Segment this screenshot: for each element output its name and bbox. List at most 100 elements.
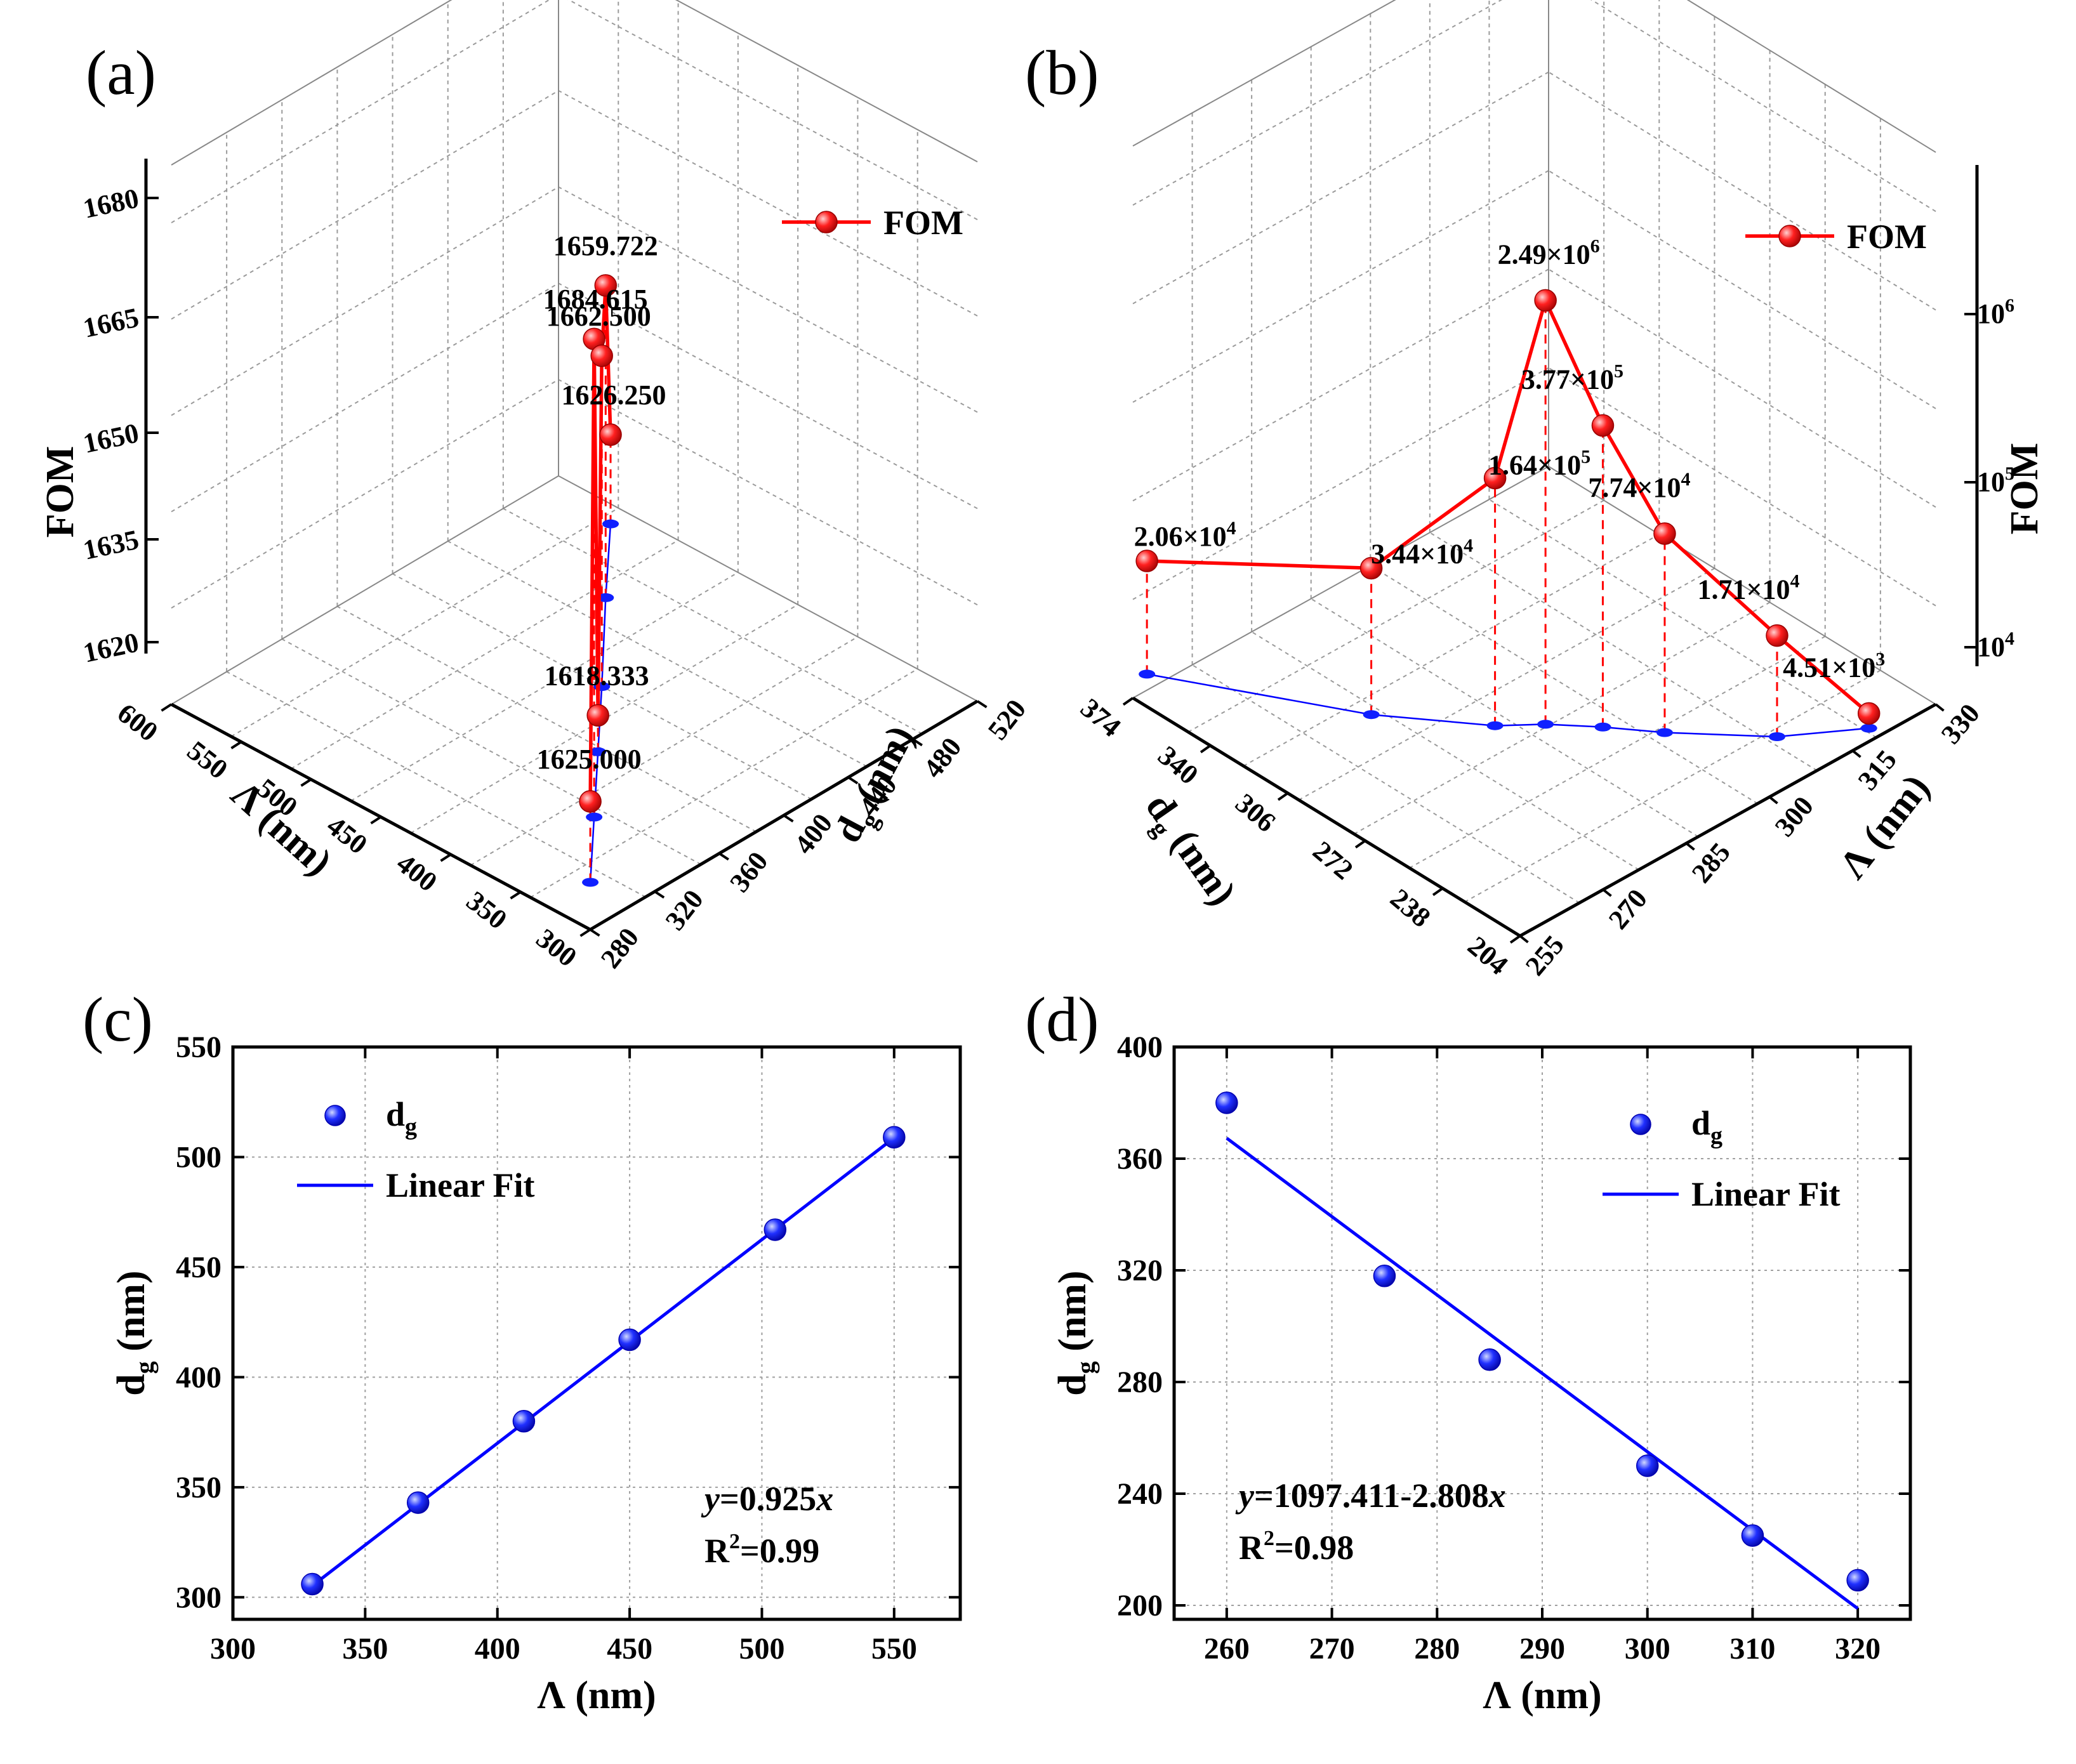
data-point [1373,1265,1396,1287]
series-line [588,285,612,802]
floor-grid-line [1429,532,1818,772]
data-point [1741,1524,1764,1547]
box-edge [1686,0,1936,153]
projection-point [602,519,619,529]
x-axis-title: Λ (nm) [537,1674,656,1717]
x-tick-mark [1685,842,1695,851]
box-edge [1132,466,1549,699]
data-point [1215,1091,1238,1114]
floor-grid-line [336,605,757,833]
box-edge [171,0,453,166]
x-tick-mark [300,778,312,787]
y-tick-label: 306 [1229,787,1281,838]
y-tick-label: 360 [724,846,774,898]
wall-grid-line [171,282,559,513]
legend-marker [1778,225,1801,247]
data-point [618,1328,641,1352]
y-tick-mark [1122,697,1134,706]
floor-grid-line [1354,602,1771,835]
data-label: 1626.250 [562,379,666,411]
projection-point [1860,723,1877,733]
floor-grid-line [1409,635,1826,869]
floor-grid-line [503,508,923,735]
wall-grid-line [171,89,559,320]
axis-line [1519,702,1937,938]
x-tick-mark [1602,888,1612,897]
y-tick-label: 280 [595,922,645,974]
x-tick-mark [230,740,242,749]
fit-equation: y=1097.411-2.808x [1235,1477,1506,1515]
data-label: 1659.722 [553,230,658,261]
projection-point [582,878,599,887]
plot-frame [231,1045,962,1621]
x-tick-label: 300 [1769,791,1820,843]
floor-grid-line [1251,631,1639,871]
projection-point [1537,720,1554,729]
floor-grid-line [1464,669,1881,903]
y-tick-mark [783,814,794,823]
y-tick-label: 340 [1152,740,1204,791]
z-tick-label: 1650 [81,418,142,459]
projection-point [1139,669,1156,679]
data-label: 1684.615 [543,284,648,315]
wall-grid-line [1132,268,1549,502]
box-edge [171,475,559,705]
x-tick-mark [579,928,592,937]
x-tick-label: 320 [1835,1632,1881,1666]
y-tick-mark [847,776,859,785]
wall-grid-line [567,0,978,220]
data-point [1534,289,1557,312]
data-point [1483,466,1507,490]
data-label: 1618.333 [545,660,649,691]
data-label: 1.71×104 [1697,571,1799,605]
z-tick-label: 105 [1977,463,2014,497]
y-axis-title: dg (nm) [1133,786,1245,916]
x-tick-mark [370,815,382,825]
floor-grid-line [447,540,868,767]
panel-label-a: (a) [86,37,156,108]
y-tick-label: 280 [1117,1366,1163,1399]
x-tick-label: 450 [607,1632,652,1666]
y-tick-label: 360 [1117,1142,1163,1176]
x-tick-label: 300 [210,1632,256,1666]
data-point [883,1126,906,1149]
x-tick-label: 285 [1686,837,1736,889]
x-tick-label: 400 [475,1632,520,1666]
legend-label-dg: dg [386,1095,417,1140]
z-tick-label: 1620 [81,627,142,669]
x-tick-label: 400 [391,848,443,898]
x-tick-label: 280 [1414,1632,1460,1666]
data-label: 1.64×105 [1488,446,1590,480]
wall-grid-line [558,282,978,510]
wall-grid-line [558,379,978,606]
data-label: 2.06×104 [1134,518,1236,552]
y-tick-mark [1277,792,1289,801]
wall-grid-line [1132,367,1549,600]
x-axis-title: Λ (nm) [1483,1674,1601,1717]
linear-fit-line [311,1136,896,1588]
x-tick-label: 310 [1729,1632,1775,1666]
z-tick-label: 104 [1977,628,2014,662]
projection-point [590,747,607,756]
data-label: 1625.000 [537,744,642,775]
y-tick-label: 272 [1307,835,1359,886]
y-tick-label: 300 [176,1581,221,1614]
wall-grid-line [558,89,978,317]
floor-grid-line [1243,534,1660,767]
data-point [599,423,622,446]
x-tick-label: 550 [182,735,234,785]
data-label: 3.77×105 [1521,361,1623,395]
x-tick-label: 330 [1935,698,1986,750]
y-tick-label: 400 [788,808,838,860]
y-tick-mark [1200,744,1212,754]
x-tick-label: 255 [1519,930,1570,982]
legend-label-fit: Linear Fit [1691,1175,1841,1213]
data-point [1846,1569,1869,1592]
floor-grid-line [281,638,701,866]
chart-panel-c: 300 350 400 450 500 550 300 350 400 450 500 550 Λ (n… [110,1030,962,1717]
y-tick-label: 520 [982,694,1032,746]
projection-point [597,593,614,602]
x-tick-label: 290 [1519,1632,1565,1666]
data-label: 1662.500 [546,301,651,332]
x-tick-label: 600 [112,697,164,747]
